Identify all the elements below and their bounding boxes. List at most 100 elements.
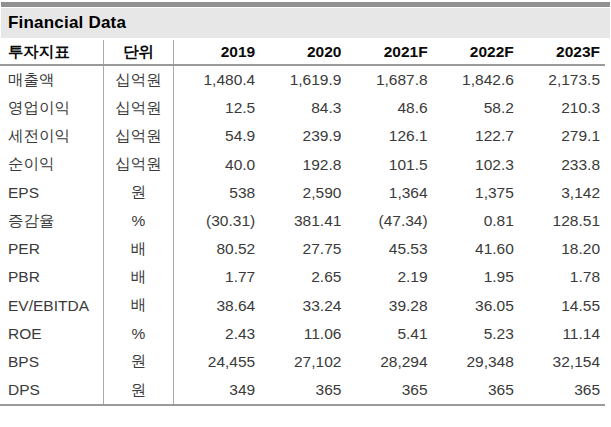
row-value: 365	[346, 376, 432, 404]
row-value: 210.3	[519, 94, 605, 122]
table-header-row: 투자지표 단위 2019 2020 2021F 2022F 2023F	[0, 40, 605, 66]
row-value: 2.65	[260, 263, 346, 291]
table-row: 순이익십억원40.0192.8101.5102.3233.8	[0, 151, 605, 179]
row-unit: %	[103, 207, 174, 235]
row-value: 45.53	[346, 235, 432, 263]
row-indicator: PER	[0, 235, 103, 263]
row-value: 11.06	[260, 320, 346, 348]
row-indicator: 영업이익	[0, 94, 103, 122]
row-value: 27,102	[260, 348, 346, 376]
row-unit: 배	[103, 263, 174, 291]
column-header-unit: 단위	[103, 40, 174, 64]
row-indicator: 세전이익	[0, 122, 103, 150]
column-header-2023f: 2023F	[519, 40, 605, 64]
row-value: 48.6	[346, 94, 432, 122]
row-value: 1,480.4	[174, 66, 260, 94]
row-value: 12.5	[174, 94, 260, 122]
row-value: 2,590	[260, 179, 346, 207]
row-value: 2,173.5	[519, 66, 605, 94]
row-value: 40.0	[174, 151, 260, 179]
row-value: 279.1	[519, 122, 605, 150]
table-row: EPS원5382,5901,3641,3753,142	[0, 179, 605, 207]
row-indicator: EPS	[0, 179, 103, 207]
row-value: 28,294	[346, 348, 432, 376]
table-row: 매출액십억원1,480.41,619.91,687.81,842.62,173.…	[0, 66, 605, 94]
row-value: 3,142	[519, 179, 605, 207]
row-unit: 원	[103, 179, 174, 207]
row-value: 1.78	[519, 263, 605, 291]
row-value: 80.52	[174, 235, 260, 263]
top-accent-bar	[1, 2, 610, 7]
row-value: 365	[519, 376, 605, 404]
row-value: 128.51	[519, 207, 605, 235]
row-value: 1,375	[433, 179, 519, 207]
row-value: 101.5	[346, 151, 432, 179]
row-unit: 십억원	[103, 151, 174, 179]
row-value: 126.1	[346, 122, 432, 150]
row-value: 54.9	[174, 122, 260, 150]
row-value: (47.34)	[346, 207, 432, 235]
row-value: (30.31)	[174, 207, 260, 235]
row-unit: %	[103, 320, 174, 348]
row-value: 5.23	[433, 320, 519, 348]
row-indicator: DPS	[0, 376, 103, 404]
row-indicator: ROE	[0, 320, 103, 348]
row-value: 0.81	[433, 207, 519, 235]
row-value: 1,364	[346, 179, 432, 207]
row-value: 2.19	[346, 263, 432, 291]
column-header-2022f: 2022F	[433, 40, 519, 64]
table-body: 매출액십억원1,480.41,619.91,687.81,842.62,173.…	[0, 66, 605, 406]
row-value: 41.60	[433, 235, 519, 263]
row-indicator: EV/EBITDA	[0, 292, 103, 320]
row-value: 36.05	[433, 292, 519, 320]
table-row: DPS원349365365365365	[0, 376, 605, 404]
row-unit: 십억원	[103, 94, 174, 122]
row-value: 58.2	[433, 94, 519, 122]
row-value: 239.9	[260, 122, 346, 150]
row-indicator: 순이익	[0, 151, 103, 179]
row-unit: 원	[103, 348, 174, 376]
row-unit: 십억원	[103, 122, 174, 150]
row-value: 14.55	[519, 292, 605, 320]
row-value: 84.3	[260, 94, 346, 122]
row-value: 192.8	[260, 151, 346, 179]
row-value: 1,842.6	[433, 66, 519, 94]
row-unit: 배	[103, 235, 174, 263]
row-value: 365	[260, 376, 346, 404]
table-row: PER배80.5227.7545.5341.6018.20	[0, 235, 605, 263]
row-unit: 원	[103, 376, 174, 404]
row-indicator: PBR	[0, 263, 103, 291]
row-value: 233.8	[519, 151, 605, 179]
row-value: 33.24	[260, 292, 346, 320]
table-row: PBR배1.772.652.191.951.78	[0, 263, 605, 291]
table-row: BPS원24,45527,10228,29429,34832,154	[0, 348, 605, 376]
row-value: 381.41	[260, 207, 346, 235]
row-value: 18.20	[519, 235, 605, 263]
row-value: 1.77	[174, 263, 260, 291]
row-value: 24,455	[174, 348, 260, 376]
row-value: 1,687.8	[346, 66, 432, 94]
row-value: 122.7	[433, 122, 519, 150]
row-value: 2.43	[174, 320, 260, 348]
row-indicator: BPS	[0, 348, 103, 376]
table-row: 증감율%(30.31)381.41(47.34)0.81128.51	[0, 207, 605, 235]
row-indicator: 매출액	[0, 66, 103, 94]
financial-table: 투자지표 단위 2019 2020 2021F 2022F 2023F 매출액십…	[0, 40, 605, 406]
row-value: 349	[174, 376, 260, 404]
column-header-2020: 2020	[260, 40, 346, 64]
column-header-indicator: 투자지표	[0, 40, 103, 64]
row-value: 102.3	[433, 151, 519, 179]
row-unit: 십억원	[103, 66, 174, 94]
table-row: 영업이익십억원12.584.348.658.2210.3	[0, 94, 605, 122]
row-value: 1,619.9	[260, 66, 346, 94]
row-value: 27.75	[260, 235, 346, 263]
table-row: 세전이익십억원54.9239.9126.1122.7279.1	[0, 122, 605, 150]
row-value: 11.14	[519, 320, 605, 348]
row-value: 29,348	[433, 348, 519, 376]
row-value: 1.95	[433, 263, 519, 291]
row-value: 538	[174, 179, 260, 207]
row-value: 38.64	[174, 292, 260, 320]
row-value: 365	[433, 376, 519, 404]
row-unit: 배	[103, 292, 174, 320]
row-value: 5.41	[346, 320, 432, 348]
